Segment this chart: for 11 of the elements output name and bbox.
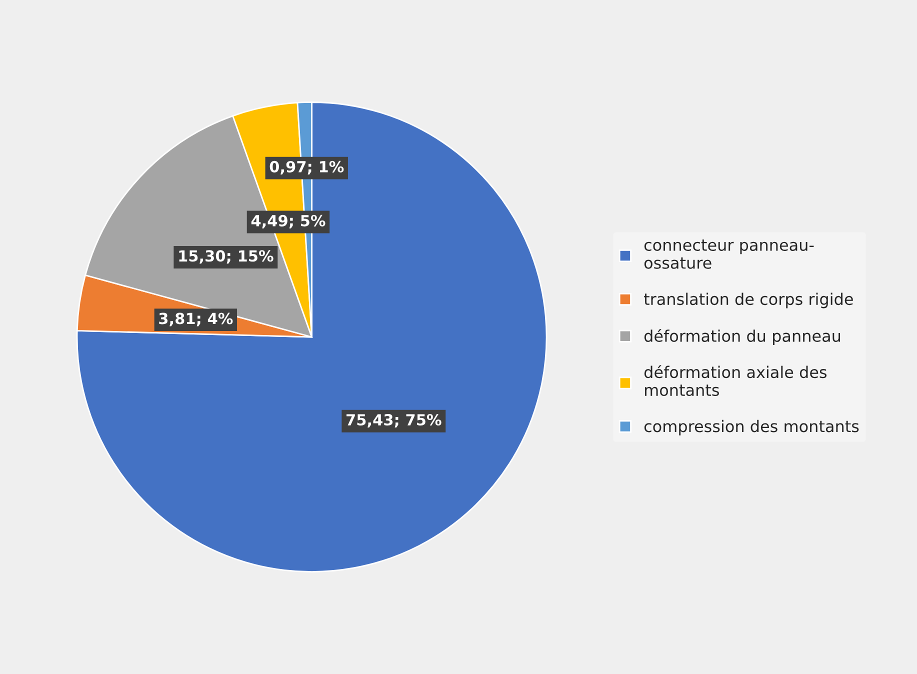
pie-slice	[76, 102, 548, 572]
legend-label: déformation axiale des montants	[644, 365, 827, 396]
data-label: 4,49; 5%	[251, 214, 326, 228]
legend-label: connecteur panneau- ossature	[644, 240, 814, 269]
legend-label: compression des montants	[644, 420, 859, 436]
legend-label: déformation du panneau	[644, 328, 840, 346]
data-label: 0,97; 1%	[270, 160, 344, 174]
data-label: 3,81; 4%	[159, 312, 233, 326]
data-label: 75,43; 75%	[346, 414, 442, 428]
legend-label: translation de corps rigide	[644, 292, 853, 308]
data-label: 15,30; 15%	[179, 250, 274, 264]
